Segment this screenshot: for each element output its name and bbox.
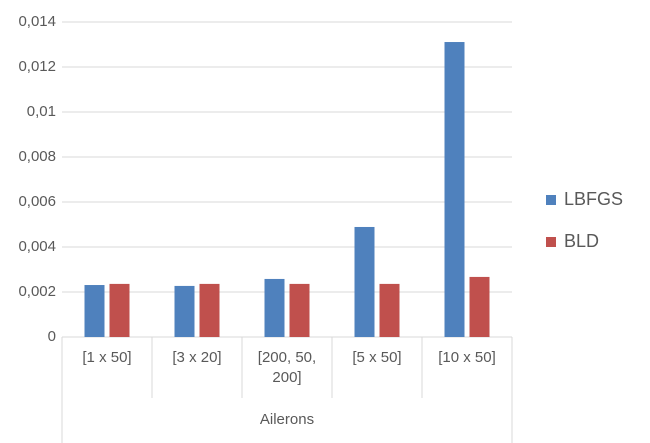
y-tick-label: 0,002 [18, 283, 56, 300]
y-tick-label: 0,006 [18, 193, 56, 210]
y-tick-label: 0,004 [18, 238, 56, 255]
x-group-label: Ailerons [260, 411, 314, 428]
bar [289, 283, 310, 337]
x-tick-label: [200, 50, 200] [257, 349, 317, 386]
bar [469, 276, 490, 337]
y-tick-label: 0,01 [27, 103, 56, 120]
y-tick-label: 0,014 [18, 13, 56, 30]
legend-label: BLD [564, 231, 599, 251]
x-tick-label: [10 x 50] [438, 349, 496, 366]
y-tick-label: 0 [48, 328, 56, 345]
bar [379, 283, 400, 337]
bar [264, 278, 285, 337]
bar [109, 283, 130, 337]
y-tick-label: 0,008 [18, 148, 56, 165]
bar [84, 285, 105, 337]
bar [354, 226, 375, 337]
bar [199, 283, 220, 337]
legend-label: LBFGS [564, 189, 623, 209]
legend-swatch [546, 237, 556, 247]
bar [174, 285, 195, 337]
x-tick-label: [5 x 50] [352, 349, 402, 366]
x-tick-label: [3 x 20] [172, 349, 222, 366]
x-tick-label: [1 x 50] [82, 349, 132, 366]
legend-swatch [546, 195, 556, 205]
bar [444, 42, 465, 338]
y-tick-label: 0,012 [18, 58, 56, 75]
